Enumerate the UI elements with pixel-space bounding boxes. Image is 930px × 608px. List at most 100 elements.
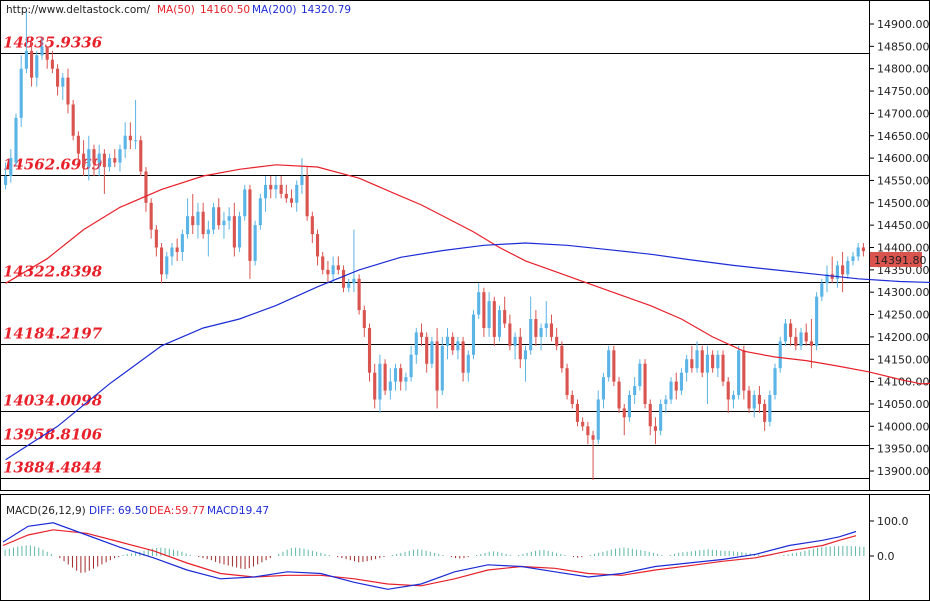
candle-body bbox=[742, 350, 746, 391]
candle-body bbox=[846, 260, 850, 275]
candle-body bbox=[856, 247, 860, 257]
candle-body bbox=[279, 184, 283, 194]
candle-body bbox=[659, 403, 663, 431]
candle-body bbox=[211, 207, 216, 230]
candle-body bbox=[253, 225, 257, 261]
y-tick-label: 13900.00 bbox=[877, 465, 930, 478]
candle-body bbox=[737, 350, 741, 396]
candle-body bbox=[451, 336, 455, 351]
candle-body bbox=[237, 216, 242, 248]
candle-body bbox=[534, 319, 538, 337]
y-tick-label: 14450.00 bbox=[877, 219, 930, 232]
candle-body bbox=[731, 395, 735, 400]
candle-body bbox=[809, 341, 813, 346]
y-tick-label: 14300.00 bbox=[877, 286, 930, 299]
candle-body bbox=[581, 421, 585, 427]
candle-body bbox=[778, 341, 782, 369]
candle-body bbox=[648, 403, 652, 427]
candle-body bbox=[456, 341, 460, 351]
candle-body bbox=[243, 189, 247, 217]
macd-params: MACD(26,12,9) bbox=[6, 505, 86, 517]
candle-body bbox=[549, 323, 554, 337]
y-tick-label: 14550.00 bbox=[877, 174, 930, 187]
candle-body bbox=[206, 229, 210, 235]
candle-body bbox=[24, 50, 28, 69]
candle-body bbox=[565, 368, 569, 396]
candle-body bbox=[664, 399, 668, 404]
y-tick-label: 14700.00 bbox=[877, 107, 930, 120]
candle-body bbox=[700, 350, 704, 373]
candle-body bbox=[508, 323, 512, 346]
candle-body bbox=[9, 158, 13, 176]
candle-body bbox=[851, 256, 855, 261]
candle-body bbox=[643, 363, 647, 404]
candle-body bbox=[477, 292, 481, 315]
candle-body bbox=[357, 278, 361, 311]
last-price-badge bbox=[870, 252, 922, 267]
candle-body bbox=[404, 377, 408, 382]
candle-body bbox=[440, 345, 444, 391]
candle-body bbox=[113, 158, 117, 163]
candle-body bbox=[315, 234, 320, 257]
candle-body bbox=[300, 175, 304, 185]
y-tick-label: 14050.00 bbox=[877, 398, 930, 411]
candle-body bbox=[763, 403, 767, 422]
candle-body bbox=[586, 426, 590, 436]
candle-body bbox=[305, 175, 309, 217]
candle-body bbox=[108, 158, 112, 168]
candle-body bbox=[284, 193, 288, 199]
candle-body bbox=[674, 381, 678, 391]
candle-body bbox=[45, 46, 49, 60]
candle-body bbox=[695, 350, 699, 369]
candle-body bbox=[513, 336, 517, 346]
candle-body bbox=[263, 184, 268, 199]
candle-body bbox=[30, 50, 34, 78]
y-tick-label: 14000.00 bbox=[877, 420, 930, 433]
candle-body bbox=[180, 234, 184, 252]
candle-body bbox=[367, 327, 372, 373]
candle-body bbox=[841, 265, 845, 275]
candle-body bbox=[56, 68, 60, 87]
header-source: http://www.deltastock.com/ bbox=[6, 4, 151, 16]
candle-body bbox=[445, 336, 450, 346]
candle-body bbox=[352, 278, 356, 284]
candle-body bbox=[50, 59, 54, 69]
candle-body bbox=[4, 175, 8, 185]
level-label: 13884.4844 bbox=[3, 459, 102, 477]
candle-body bbox=[633, 386, 637, 396]
candle-body bbox=[768, 395, 772, 422]
candle-body bbox=[591, 435, 595, 440]
y-tick-label: 13950.00 bbox=[877, 443, 930, 456]
candle-body bbox=[102, 153, 106, 168]
candle-body bbox=[471, 314, 476, 355]
candle-body bbox=[804, 332, 808, 342]
candle-body bbox=[487, 301, 491, 328]
candle-body bbox=[622, 408, 626, 418]
candle-body bbox=[149, 202, 153, 230]
level-label: 14184.2197 bbox=[3, 325, 103, 343]
candle-body bbox=[144, 171, 148, 203]
candle-body bbox=[539, 327, 543, 337]
candle-body bbox=[399, 368, 403, 382]
candle-body bbox=[97, 153, 101, 163]
candle-body bbox=[503, 310, 507, 324]
candle-body bbox=[523, 350, 528, 360]
candle-body bbox=[373, 372, 377, 400]
y-tick-label: 14600.00 bbox=[877, 152, 930, 165]
candle-body bbox=[518, 336, 522, 360]
macd-y-tick-label: 0.0 bbox=[877, 550, 895, 563]
candle-body bbox=[154, 229, 158, 248]
candle-body bbox=[92, 149, 96, 163]
candle-body bbox=[497, 310, 502, 337]
candle-body bbox=[128, 135, 132, 141]
candle-body bbox=[627, 395, 632, 418]
macd-diff-value: 69.50 bbox=[118, 505, 148, 517]
candle-body bbox=[71, 104, 75, 136]
candle-body bbox=[435, 341, 439, 391]
candle-body bbox=[139, 140, 143, 172]
last-price-value: 14391.80 bbox=[874, 254, 927, 267]
candle-body bbox=[482, 292, 486, 328]
candle-body bbox=[607, 350, 611, 378]
candle-body bbox=[669, 381, 673, 400]
candle-body bbox=[596, 399, 600, 440]
